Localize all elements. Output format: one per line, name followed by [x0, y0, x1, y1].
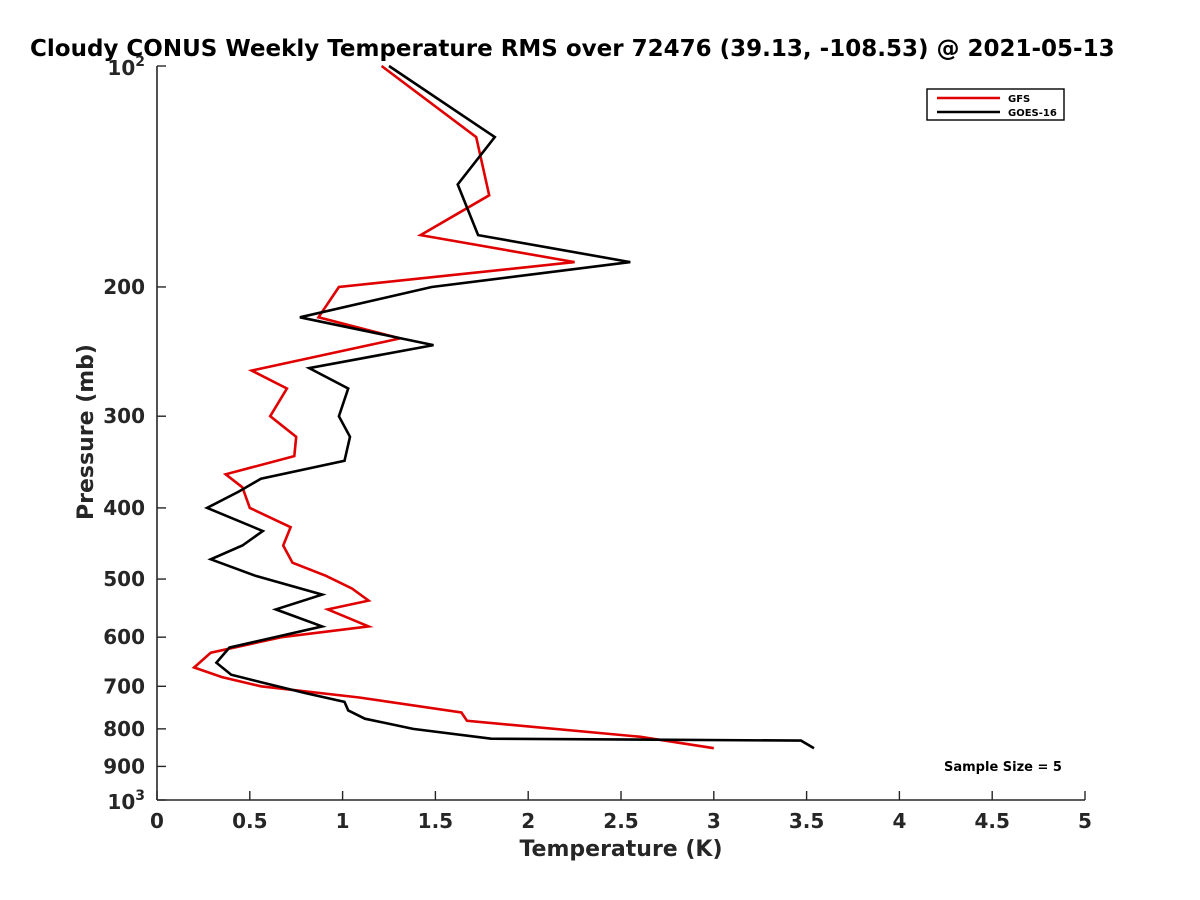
- x-tick-label: 4: [892, 809, 906, 833]
- x-tick-label: 5: [1078, 809, 1092, 833]
- x-tick-label: 2: [521, 809, 535, 833]
- x-axis-label: Temperature (K): [519, 837, 722, 862]
- x-tick-label: 0.5: [232, 809, 267, 833]
- x-tick-label: 0: [150, 809, 164, 833]
- series-line-goes-16: [204, 64, 815, 750]
- chart-title: Cloudy CONUS Weekly Temperature RMS over…: [30, 36, 1115, 62]
- y-tick-label: 500: [103, 567, 145, 591]
- legend-entry-label: GFS: [1008, 94, 1030, 105]
- sample-size-annotation: Sample Size = 5: [944, 760, 1062, 775]
- x-tick-label: 2.5: [603, 809, 638, 833]
- x-tick-label: 3: [707, 809, 721, 833]
- x-tick-label: 4.5: [974, 809, 1009, 833]
- y-tick-label: 900: [103, 754, 145, 778]
- axes-layer: 0 0.5 1 1.5 2 2.5 3 3.5 4 4.5 5 200 300 400 500 600 700 8…: [103, 54, 1092, 833]
- legend-entry-label: GOES-16: [1008, 108, 1057, 119]
- x-tick-label: 1: [336, 809, 350, 833]
- y-tick-label: 700: [103, 674, 145, 698]
- y-axis-label: Pressure (mb): [74, 344, 99, 520]
- x-tick-label: 1.5: [418, 809, 453, 833]
- legend-box: [926, 88, 1065, 121]
- y-tick-label: 200: [103, 275, 145, 299]
- y-tick-label: 102: [107, 54, 145, 80]
- legend: GFS GOES-16: [926, 88, 1065, 121]
- x-tick-label: 3.5: [789, 809, 824, 833]
- y-tick-label: 400: [103, 496, 145, 520]
- series-line-gfs: [191, 64, 714, 750]
- y-tick-label: 600: [103, 625, 145, 649]
- y-tick-label: 800: [103, 717, 145, 741]
- y-tick-label: 300: [103, 404, 145, 428]
- series-layer: [191, 64, 815, 750]
- y-tick-label: 103: [107, 788, 145, 814]
